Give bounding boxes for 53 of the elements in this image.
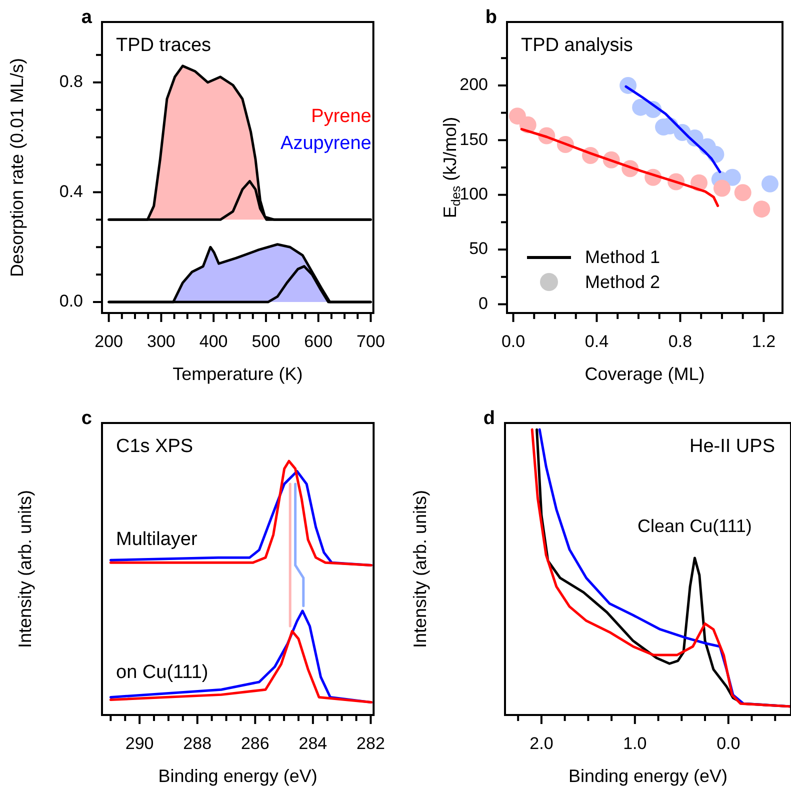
annotation: Method 1 (585, 246, 660, 268)
x-tick-label: 2.0 (530, 734, 554, 753)
x-tick-label: 290 (125, 734, 154, 753)
x-tick-label: 400 (199, 332, 228, 351)
x-tick-label: 1.0 (623, 734, 647, 753)
x-tick-label: 0.4 (584, 332, 609, 351)
point (713, 180, 730, 197)
point (734, 184, 752, 202)
y-tick-label: 150 (460, 130, 488, 149)
text: c (81, 408, 92, 430)
text: TPD traces (116, 35, 212, 56)
text: TPD analysis (521, 35, 633, 56)
x-tick-label: 1.2 (752, 332, 776, 351)
chart-title: He-II UPS (689, 436, 776, 458)
x-tick-label: 300 (147, 332, 176, 351)
text: a (81, 7, 92, 28)
x-tick-label: 286 (240, 734, 270, 753)
point (724, 168, 741, 186)
text: b (485, 7, 497, 28)
annotation: Multilayer (116, 529, 198, 550)
y-axis-title: Intensity (arb. units) (410, 490, 430, 648)
y-tick-label: 0 (478, 294, 488, 313)
y-tick-label: 100 (460, 184, 488, 204)
x-tick-label: 0.0 (501, 332, 526, 351)
x-tick-label: 288 (183, 734, 212, 753)
annotation: on Cu(111) (116, 662, 208, 683)
y-axis-title: Desorption rate (0.01 ML/s) (6, 58, 27, 278)
text: d (483, 408, 495, 430)
x-tick-label: 600 (304, 332, 333, 351)
y-axis-title: Intensity (arb. units) (14, 490, 35, 648)
y-tick-label: 50 (469, 239, 488, 258)
text: Pyrene (311, 106, 372, 128)
annotation: Clean Cu(111) (638, 516, 752, 536)
x-tick-label: 0.8 (668, 332, 692, 351)
chart-title: C1s XPS (116, 436, 194, 458)
text: Azupyrene (280, 133, 372, 154)
y-tick-label: 0.8 (59, 72, 83, 92)
point (761, 175, 778, 192)
x-tick-label: 700 (356, 332, 385, 351)
x-tick-label: 284 (298, 734, 328, 753)
y-tick-label: 0.0 (59, 292, 83, 311)
annotation: Method 2 (585, 272, 660, 292)
y-tick-label: 200 (460, 75, 488, 94)
y-tick-label: 0.4 (59, 182, 83, 201)
x-axis-title: Temperature (K) (172, 364, 303, 384)
x-tick-label: 200 (94, 332, 123, 351)
x-tick-label: 282 (356, 734, 385, 753)
x-tick-label: 0.0 (716, 734, 740, 753)
x-tick-label: 500 (252, 332, 280, 351)
point (753, 200, 770, 218)
x-axis-title: Binding energy (eV) (568, 766, 728, 786)
x-axis-title: Coverage (ML) (584, 364, 705, 384)
x-axis-title: Binding energy (eV) (158, 766, 318, 786)
